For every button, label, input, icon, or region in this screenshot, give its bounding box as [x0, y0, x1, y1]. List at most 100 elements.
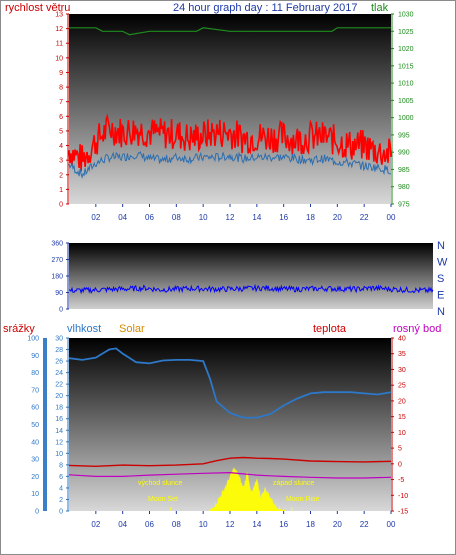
rain-tick-label: 0	[35, 509, 39, 516]
rain-tick-label: 80	[31, 370, 39, 377]
temperature-tick-label: 10	[398, 430, 406, 437]
humidity-tick-label: 20	[55, 393, 63, 400]
temperature-tick-label: 0	[398, 461, 402, 468]
rain-axis-label: srážky	[3, 323, 35, 335]
temperature-tick-label: 40	[398, 336, 406, 343]
direction-tick-label: 180	[51, 274, 63, 281]
pressure-tick-label: 1010	[398, 81, 414, 88]
solar-label: Solar	[119, 323, 145, 335]
x-tick-label: 14	[252, 520, 261, 529]
humidity-tick-label: 4	[59, 485, 63, 492]
moonrise-annotation: Moon Rise	[286, 496, 320, 503]
x-tick-label: 22	[360, 520, 369, 529]
pressure-tick-label: 980	[398, 184, 410, 191]
temperature-axis-label: teplota	[313, 323, 347, 335]
x-tick-label: 00	[387, 213, 396, 222]
wind-axis-label: rychlost větru	[5, 2, 70, 14]
x-tick-label: 16	[279, 520, 288, 529]
humidity-tick-label: 8	[59, 462, 63, 469]
wind-tick-label: 3	[59, 158, 63, 165]
wind-tick-label: 0	[59, 202, 63, 209]
pressure-tick-label: 975	[398, 202, 410, 209]
direction-tick-label: 360	[51, 241, 63, 248]
rain-tick-label: 30	[31, 457, 39, 464]
humidity-tick-label: 2	[59, 497, 63, 504]
x-tick-label: 06	[145, 520, 154, 529]
direction-panel	[69, 243, 433, 309]
humidity-tick-label: 16	[55, 416, 63, 423]
compass-label: N	[437, 306, 445, 318]
x-tick-label: 08	[172, 213, 181, 222]
compass-label: E	[437, 290, 444, 302]
compass-label: W	[437, 257, 448, 269]
pressure-tick-label: 1005	[398, 98, 414, 105]
wind-tick-label: 9	[59, 70, 63, 77]
pressure-tick-label: 1020	[398, 46, 414, 53]
pressure-tick-label: 1025	[398, 29, 414, 36]
wind-tick-label: 1	[59, 187, 63, 194]
temperature-tick-label: 35	[398, 351, 406, 358]
x-tick-label: 04	[118, 213, 127, 222]
series-temperature	[68, 456, 392, 468]
humidity-tick-label: 24	[55, 370, 63, 377]
rain-tick-label: 20	[31, 474, 39, 481]
pressure-tick-label: 990	[398, 150, 410, 157]
wind-tick-label: 12	[55, 26, 63, 33]
wind-tick-label: 11	[56, 41, 63, 48]
series-humidity	[68, 347, 392, 419]
wind-tick-label: 8	[59, 85, 63, 92]
x-tick-label: 10	[199, 520, 208, 529]
x-tick-label: 04	[118, 520, 127, 529]
x-tick-label: 22	[360, 213, 369, 222]
humidity-tick-label: 28	[55, 347, 63, 354]
sunset-annotation: západ slunce	[273, 480, 314, 487]
x-tick-label: 12	[226, 520, 235, 529]
temperature-tick-label: 5	[398, 446, 402, 453]
series-solar	[209, 467, 287, 511]
wind-tick-label: 2	[59, 172, 63, 179]
wind-tick-label: 13	[55, 12, 63, 19]
direction-tick-label: 90	[55, 290, 63, 297]
humidity-tick-label: 12	[55, 439, 63, 446]
rain-tick-label: 50	[31, 422, 39, 429]
x-tick-label: 12	[226, 213, 235, 222]
temperature-tick-label: 30	[398, 367, 406, 374]
rain-tick-label: 40	[31, 439, 39, 446]
direction-tick-label: 270	[51, 257, 63, 264]
series-gust	[68, 113, 392, 172]
pressure-tick-label: 1030	[398, 12, 414, 19]
x-tick-label: 02	[91, 213, 100, 222]
x-tick-label: 16	[279, 213, 288, 222]
compass-label: S	[437, 273, 444, 285]
temperature-tick-label: 20	[398, 398, 406, 405]
wind-tick-label: 7	[59, 99, 63, 106]
pressure-tick-label: 995	[398, 132, 410, 139]
x-tick-label: 20	[333, 520, 342, 529]
wind-panel	[69, 14, 391, 204]
x-tick-label: 00	[387, 520, 396, 529]
temperature-tick-label: -10	[398, 493, 408, 500]
x-tick-label: 18	[306, 213, 315, 222]
temperature-tick-label: 25	[398, 383, 406, 390]
x-tick-label: 02	[91, 520, 100, 529]
rain-tick-label: 60	[31, 405, 39, 412]
series-dewpoint	[68, 471, 392, 479]
rain-tick-label: 10	[31, 491, 39, 498]
humidity-tick-label: 0	[59, 509, 63, 516]
humidity-tick-label: 22	[55, 382, 63, 389]
compass-label: N	[437, 240, 445, 252]
x-tick-label: 20	[333, 213, 342, 222]
pressure-tick-label: 1000	[398, 115, 414, 122]
sunrise-annotation: východ slunce	[138, 480, 182, 487]
wind-tick-label: 5	[59, 128, 63, 135]
rain-tick-label: 90	[31, 353, 39, 360]
rain-axis-bar	[43, 338, 47, 511]
series-pressure	[69, 27, 391, 36]
wind-tick-label: 10	[55, 55, 63, 62]
wind-tick-label: 4	[59, 143, 63, 150]
rain-tick-label: 100	[27, 336, 39, 343]
x-tick-label: 10	[199, 213, 208, 222]
x-tick-label: 08	[172, 520, 181, 529]
chart-title: 24 hour graph day : 11 February 2017	[173, 2, 357, 14]
